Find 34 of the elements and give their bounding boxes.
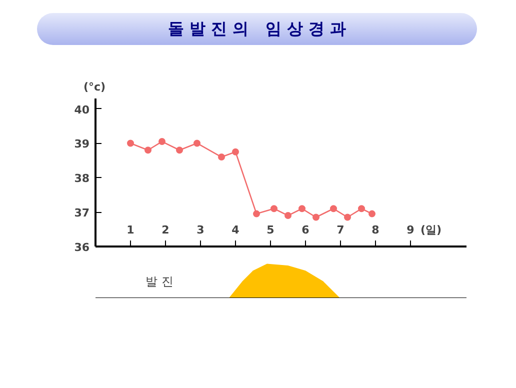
x-tick-label: 6: [302, 224, 310, 236]
y-tick-label: 37: [74, 206, 90, 220]
x-tick-label: 2: [162, 224, 170, 236]
x-tick-label: 1: [126, 224, 134, 236]
point: [298, 205, 306, 212]
x-axis-title: (일): [420, 224, 442, 236]
y-tick-label: 39: [74, 138, 90, 151]
point: [176, 146, 183, 154]
x-tick-label: 8: [372, 224, 380, 236]
point: [253, 210, 260, 218]
point: [127, 140, 134, 147]
point: [368, 210, 376, 218]
point: [232, 148, 239, 156]
y-tick-label: 36: [74, 241, 90, 254]
point: [312, 214, 320, 221]
x-tick-label: 4: [232, 224, 240, 236]
point: [270, 205, 278, 212]
x-tick-label: 5: [266, 224, 274, 236]
point: [158, 138, 166, 146]
point: [218, 154, 225, 161]
y-axis-title: (°c): [84, 80, 106, 94]
y-axis-title: 발 진: [146, 274, 174, 288]
x-tick-label: 7: [336, 224, 344, 236]
x-tick-label: 3: [196, 224, 204, 236]
x-tick-label: 9: [406, 224, 414, 236]
point: [144, 146, 152, 154]
point: [344, 214, 351, 221]
chart-title: 돌 발 진 의 임 상 경 과: [37, 13, 477, 45]
y-tick-label: 38: [74, 172, 90, 186]
point: [284, 212, 292, 220]
y-tick-label: 40: [74, 103, 90, 116]
point: [330, 205, 337, 212]
point: [194, 140, 200, 147]
point: [358, 205, 365, 212]
